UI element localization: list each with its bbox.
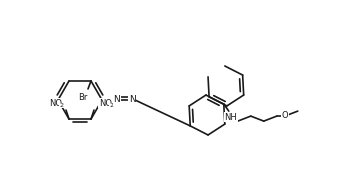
Text: NO: NO (49, 99, 62, 108)
Text: NH: NH (224, 113, 237, 122)
Text: N: N (129, 96, 135, 104)
Text: N: N (114, 96, 120, 104)
Text: O: O (281, 111, 288, 120)
Text: 2: 2 (59, 103, 64, 108)
Text: 2: 2 (110, 103, 113, 108)
Text: NO: NO (99, 99, 112, 108)
Text: Br: Br (78, 93, 88, 103)
